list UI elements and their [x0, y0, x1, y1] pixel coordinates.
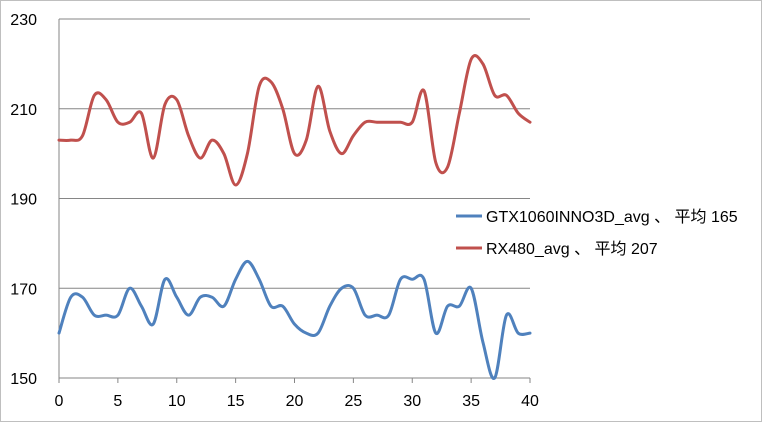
y-tick-labels: 150 170 190 210 230 — [10, 12, 37, 388]
gridlines — [59, 18, 530, 289]
x-tick-label-30: 30 — [403, 393, 421, 410]
x-tick-label-35: 35 — [462, 393, 480, 410]
legend-label-rx480: RX480_avg 、 平均 207 — [486, 240, 658, 258]
y-tick-label-170: 170 — [10, 281, 37, 298]
x-tick-label-10: 10 — [168, 393, 186, 410]
series-line-rx480 — [57, 54, 532, 187]
legend: GTX1060INNO3D_avg 、 平均 165 RX480_avg 、 平均… — [456, 208, 738, 258]
x-tick-label-25: 25 — [344, 393, 362, 410]
axes — [58, 19, 531, 383]
x-tick-label-20: 20 — [286, 393, 304, 410]
x-tick-label-0: 0 — [55, 393, 64, 410]
legend-label-gtx1060: GTX1060INNO3D_avg 、 平均 165 — [486, 208, 738, 226]
series-line-gtx1060 — [57, 259, 532, 380]
x-tick-label-5: 5 — [113, 393, 122, 410]
y-tick-label-150: 150 — [10, 371, 37, 388]
series-lines — [57, 54, 532, 380]
y-tick-label-210: 210 — [10, 102, 37, 119]
y-tick-label-230: 230 — [10, 12, 37, 29]
x-tick-label-40: 40 — [521, 393, 539, 410]
x-tick-label-15: 15 — [227, 393, 245, 410]
y-tick-label-190: 190 — [10, 192, 37, 209]
x-tick-labels: 0 5 10 15 20 25 30 35 40 — [55, 393, 539, 410]
